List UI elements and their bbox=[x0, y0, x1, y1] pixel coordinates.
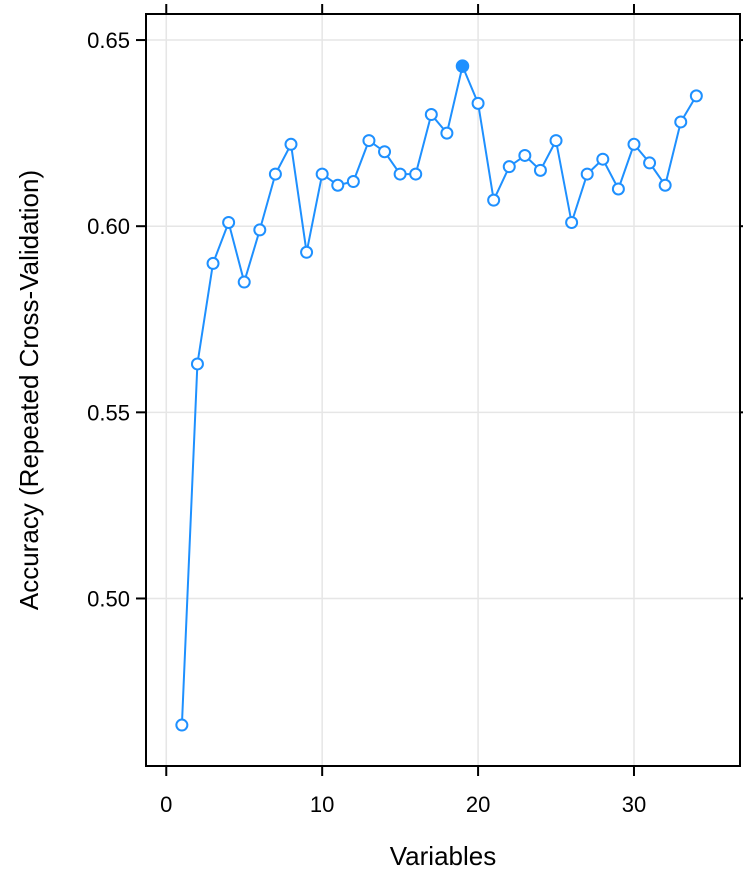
data-point bbox=[565, 215, 579, 229]
data-point bbox=[206, 256, 220, 270]
data-point bbox=[611, 182, 625, 196]
data-point bbox=[689, 89, 703, 103]
data-point bbox=[284, 137, 298, 151]
data-point bbox=[658, 178, 672, 192]
data-point bbox=[533, 163, 547, 177]
y-axis-title: Accuracy (Repeated Cross-Validation) bbox=[14, 170, 44, 610]
data-point bbox=[222, 215, 236, 229]
y-tick-label: 0.65 bbox=[87, 28, 130, 53]
data-point bbox=[409, 167, 423, 181]
data-point bbox=[580, 167, 594, 181]
series-line-group bbox=[175, 59, 703, 732]
data-point bbox=[518, 148, 532, 162]
series-line bbox=[180, 62, 698, 726]
data-point bbox=[643, 156, 657, 170]
x-tick-label: 0 bbox=[160, 792, 172, 817]
axis-ticks: 0 10 20 30 0.50 0.55 0.60 0.65 bbox=[87, 4, 743, 817]
data-point bbox=[424, 108, 438, 122]
plot-frame bbox=[145, 13, 741, 767]
data-point bbox=[487, 193, 501, 207]
data-point bbox=[674, 115, 688, 129]
best-point-marker bbox=[455, 59, 470, 73]
x-tick-label: 10 bbox=[310, 792, 334, 817]
y-tick-label: 0.55 bbox=[87, 400, 130, 425]
data-point bbox=[346, 175, 360, 189]
data-point bbox=[268, 167, 282, 181]
data-point bbox=[378, 145, 392, 159]
data-point bbox=[596, 152, 610, 166]
data-point bbox=[300, 245, 314, 259]
data-point bbox=[190, 357, 204, 371]
data-point bbox=[502, 160, 516, 174]
data-point bbox=[627, 137, 641, 151]
x-tick-label: 30 bbox=[622, 792, 646, 817]
data-point bbox=[393, 167, 407, 181]
x-axis-title: Variables bbox=[390, 841, 496, 870]
data-point bbox=[175, 718, 189, 732]
data-point bbox=[331, 178, 345, 192]
data-point bbox=[471, 96, 485, 110]
data-point bbox=[237, 275, 251, 289]
data-point bbox=[253, 223, 267, 237]
data-point bbox=[440, 126, 454, 140]
data-point bbox=[549, 134, 563, 148]
grid-lines bbox=[146, 14, 740, 766]
x-tick-label: 20 bbox=[466, 792, 490, 817]
data-point bbox=[315, 167, 329, 181]
data-point bbox=[362, 134, 376, 148]
y-tick-label: 0.50 bbox=[87, 586, 130, 611]
y-tick-label: 0.60 bbox=[87, 214, 130, 239]
